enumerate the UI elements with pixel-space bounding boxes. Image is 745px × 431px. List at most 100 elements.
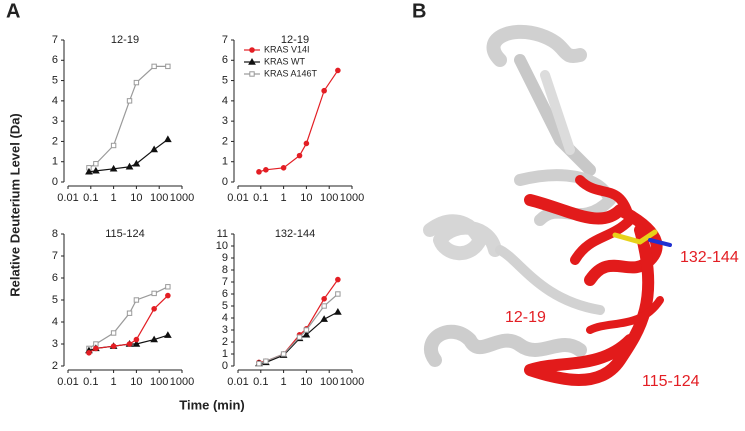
point [321,87,327,94]
x-tick-label: 1 [111,376,117,388]
point [110,142,117,149]
y-tick-label: 1 [222,156,228,168]
y-tick-label: 7 [222,276,228,288]
point [86,350,92,356]
y-tick-label: 6 [222,54,228,66]
x-tick-label: 100 [320,376,338,388]
point [93,345,99,352]
x-tick-label: 100 [320,192,338,204]
protein-structure [423,24,672,386]
series-line [88,65,168,169]
x-tick-label: 1000 [170,376,194,388]
y-tick-label: 3 [52,338,58,350]
y-tick-label: 0 [52,176,58,188]
x-tick-label: 1000 [340,192,364,204]
legend-marker [248,57,256,65]
x-tick-label: 0.01 [57,376,78,388]
chart-title: 115-124 [105,228,145,240]
point [93,161,99,167]
x-tick-label: 1 [281,376,287,388]
y-tick-label: 5 [222,74,228,86]
y-tick-label: 2 [222,336,228,348]
x-axis-label: Time (min) [179,397,245,412]
y-tick-label: 3 [52,115,58,127]
y-tick-label: 4 [222,95,228,107]
y-tick-label: 7 [222,34,228,46]
y-tick-label: 6 [52,54,58,66]
y-tick-label: 10 [216,240,228,252]
point [303,140,310,147]
y-tick-label: 3 [222,115,228,127]
point [335,291,341,297]
x-tick-label: 0.01 [227,376,248,388]
point [151,63,157,70]
point [335,276,341,283]
point [302,330,311,338]
y-tick-label: 6 [52,272,58,284]
point [150,145,159,153]
x-tick-label: 0.1 [253,376,268,388]
point [165,292,171,299]
point [151,290,157,297]
y-tick-label: 1 [222,348,228,360]
y-tick-label: 2 [52,360,58,372]
point [280,165,287,171]
point [125,162,134,170]
x-tick-label: 100 [150,192,168,204]
point [164,135,172,143]
point [85,167,93,175]
y-tick-label: 0 [222,360,228,372]
x-tick-label: 1000 [170,192,194,204]
legend-marker [249,71,255,77]
panel-label: B [412,0,426,22]
point [132,159,141,167]
point [133,297,140,303]
x-tick-label: 0.01 [57,192,78,204]
point [280,351,287,357]
point [109,164,118,172]
x-tick-label: 10 [130,376,142,388]
y-tick-label: 2 [52,135,58,147]
legend-label: KRAS V14I [264,44,310,54]
y-tick-label: 8 [222,264,228,276]
point [263,358,269,364]
point [133,336,140,343]
y-tick-label: 5 [52,294,58,306]
legend-label: KRAS A146T [264,68,318,78]
x-tick-label: 10 [130,192,142,204]
point [110,343,117,350]
y-tick-label: 0 [222,176,228,188]
point [296,334,303,340]
structure-label: 12-19 [505,309,546,326]
x-tick-label: 0.1 [83,376,98,388]
point [320,315,329,322]
structure-label: 115-124 [642,373,700,390]
x-tick-label: 10 [300,192,312,204]
x-tick-label: 1 [111,192,117,204]
point [263,167,269,173]
y-tick-label: 3 [222,324,228,336]
point [92,166,100,174]
y-tick-label: 1 [52,156,58,168]
panel-label: A [6,0,20,22]
point [334,307,342,315]
y-axis-label: Relative Deuterium Level (Da) [7,113,22,297]
point [321,296,327,302]
x-tick-label: 0.01 [227,192,248,204]
point [132,339,141,347]
y-tick-label: 11 [217,228,228,240]
y-tick-label: 9 [222,252,228,264]
structure-label: 132-144 [680,249,739,266]
point [150,335,159,343]
y-tick-label: 8 [52,228,58,240]
legend-label: KRAS WT [264,56,306,66]
y-tick-label: 4 [52,316,58,328]
point [110,330,117,336]
chart-title: 132-144 [275,228,315,240]
y-tick-label: 5 [222,300,228,312]
point [165,284,171,290]
y-tick-label: 4 [52,95,58,107]
y-tick-label: 5 [52,74,58,86]
point [151,306,157,312]
